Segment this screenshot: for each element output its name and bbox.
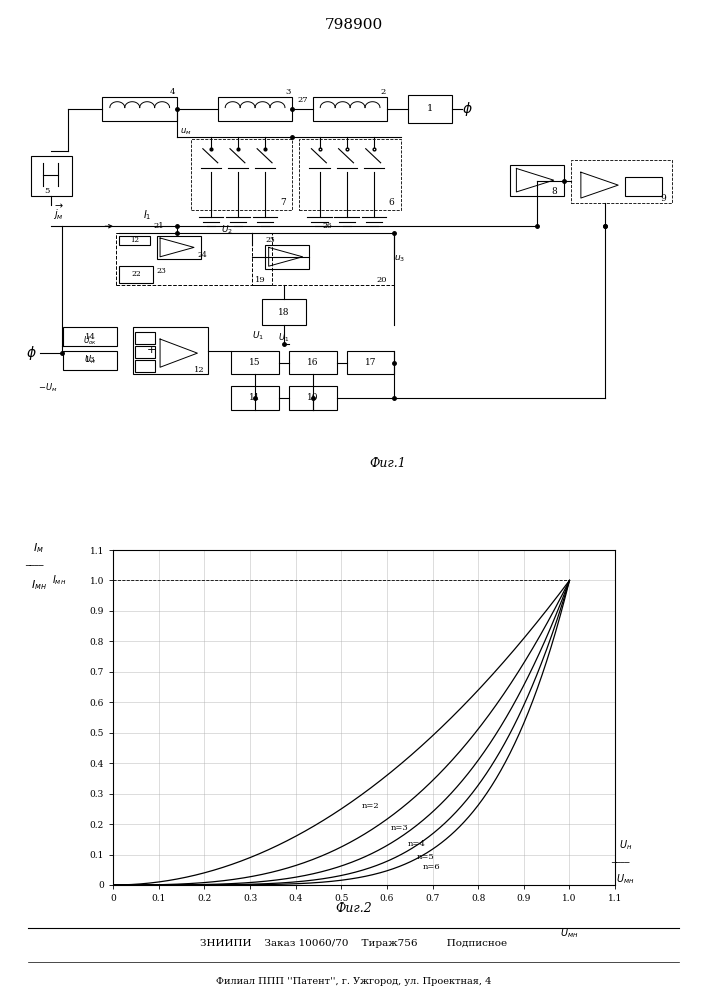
Text: 21: 21 xyxy=(153,222,164,230)
Text: 8: 8 xyxy=(551,187,557,196)
Text: 13: 13 xyxy=(85,356,95,364)
Bar xyxy=(571,160,672,203)
Text: 798900: 798900 xyxy=(325,18,382,32)
Text: Фиг.1: Фиг.1 xyxy=(369,457,406,470)
Text: Фиг.2: Фиг.2 xyxy=(335,902,372,915)
Text: $\phi$: $\phi$ xyxy=(462,100,473,118)
Bar xyxy=(218,97,293,120)
Text: 24: 24 xyxy=(197,251,207,259)
Bar xyxy=(135,346,156,358)
Text: n=4: n=4 xyxy=(407,840,426,848)
Text: 6: 6 xyxy=(388,198,395,207)
Bar xyxy=(119,236,150,245)
Bar xyxy=(625,177,662,196)
Text: $U_{ок}$: $U_{ок}$ xyxy=(83,334,97,347)
Text: n=5: n=5 xyxy=(416,853,434,861)
Text: $U_1$: $U_1$ xyxy=(278,331,289,344)
Text: $-U_м$: $-U_м$ xyxy=(38,381,58,394)
Text: 7: 7 xyxy=(280,198,286,207)
Text: n=2: n=2 xyxy=(362,802,380,810)
Text: 26: 26 xyxy=(323,222,333,230)
Text: $\phi$: $\phi$ xyxy=(25,344,37,362)
Text: 12: 12 xyxy=(130,236,139,244)
Text: ────: ──── xyxy=(612,857,630,866)
Bar xyxy=(103,97,177,120)
Text: n=6: n=6 xyxy=(423,863,440,871)
Text: 19: 19 xyxy=(255,276,265,284)
Bar xyxy=(346,351,395,374)
Text: 17: 17 xyxy=(365,358,376,367)
Text: +: + xyxy=(146,345,156,355)
Bar xyxy=(408,95,452,123)
Text: $U_н$: $U_н$ xyxy=(84,354,96,366)
Text: 1: 1 xyxy=(427,104,433,113)
Bar xyxy=(191,139,293,210)
Text: 4: 4 xyxy=(170,88,175,96)
Text: 9: 9 xyxy=(660,194,666,203)
Text: $u_3$: $u_3$ xyxy=(395,254,405,264)
Text: 25: 25 xyxy=(265,236,275,244)
Text: $U_н$: $U_н$ xyxy=(619,838,632,852)
Bar xyxy=(135,360,156,372)
Text: $U_{мн}$: $U_{мн}$ xyxy=(560,926,578,940)
Bar xyxy=(289,351,337,374)
Text: Филиал ППП ''Патент'', г. Ужгород, ул. Проектная, 4: Филиал ППП ''Патент'', г. Ужгород, ул. П… xyxy=(216,978,491,986)
Bar xyxy=(119,266,153,283)
Text: $\overrightarrow{j_м}$: $\overrightarrow{j_м}$ xyxy=(53,202,64,222)
Text: $U_1$: $U_1$ xyxy=(252,330,264,342)
Text: $I_1$: $I_1$ xyxy=(143,208,151,222)
Bar xyxy=(289,386,337,410)
Text: 12: 12 xyxy=(194,366,204,374)
Text: 11: 11 xyxy=(250,393,261,402)
Text: 2: 2 xyxy=(380,88,385,96)
Text: n=3: n=3 xyxy=(390,824,409,832)
Text: $I_{мн}$: $I_{мн}$ xyxy=(52,574,66,587)
Bar xyxy=(265,245,310,269)
Text: 20: 20 xyxy=(377,276,387,284)
Text: 22: 22 xyxy=(132,270,141,278)
Bar xyxy=(312,97,387,120)
Bar xyxy=(116,233,272,285)
Text: 14: 14 xyxy=(85,333,95,341)
Bar xyxy=(31,156,72,196)
Bar xyxy=(231,386,279,410)
Text: 10: 10 xyxy=(307,393,319,402)
Text: 18: 18 xyxy=(278,308,290,317)
Bar xyxy=(252,233,395,285)
Text: $U_{мн}$: $U_{мн}$ xyxy=(617,872,635,886)
Bar xyxy=(63,327,117,346)
Text: $I_м$: $I_м$ xyxy=(33,541,45,555)
Text: 23: 23 xyxy=(157,267,167,275)
Bar xyxy=(231,351,279,374)
Text: 15: 15 xyxy=(250,358,261,367)
Text: ────: ──── xyxy=(25,560,43,570)
Bar xyxy=(510,165,564,196)
Text: 27: 27 xyxy=(297,96,308,104)
Text: 5: 5 xyxy=(44,187,49,195)
Text: 3: 3 xyxy=(285,88,291,96)
Bar xyxy=(299,139,401,210)
Text: ЗНИИПИ    Заказ 10060/70    Тираж756         Подписное: ЗНИИПИ Заказ 10060/70 Тираж756 Подписное xyxy=(200,938,507,948)
Text: 16: 16 xyxy=(307,358,319,367)
Text: $u_м$: $u_м$ xyxy=(180,126,192,137)
Text: $I_{мн}$: $I_{мн}$ xyxy=(31,578,47,592)
Bar xyxy=(157,236,201,259)
Bar xyxy=(63,351,117,370)
Bar xyxy=(135,332,156,344)
Bar xyxy=(262,299,306,325)
Text: $U_2$: $U_2$ xyxy=(221,223,233,236)
Bar xyxy=(133,327,208,374)
